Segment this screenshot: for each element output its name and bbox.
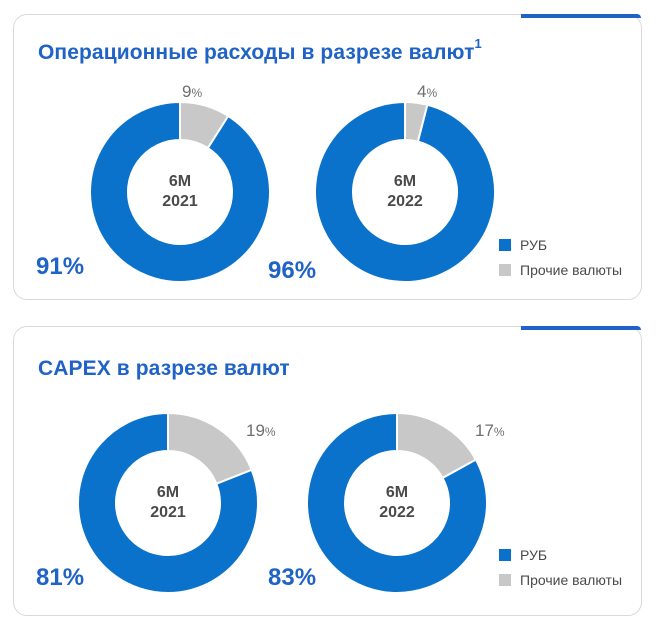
capex-title: CAPEX в разрезе валют	[38, 357, 290, 381]
legend-item-other: Прочие валюты	[499, 570, 622, 590]
legend-swatch-rub	[499, 549, 511, 561]
legend-item-rub: РУБ	[499, 545, 622, 565]
opex-2021-other-pct: 9%	[182, 82, 203, 101]
capex-2022-other-pct: 17%	[475, 421, 505, 440]
rub-slice	[307, 413, 487, 593]
legend-label-rub: РУБ	[520, 547, 548, 563]
legend-label-other: Прочие валюты	[520, 572, 623, 588]
opex-2022-other-pct: 4%	[417, 82, 438, 101]
legend-swatch-other	[499, 264, 511, 276]
other-slice	[167, 413, 253, 486]
capex-2022-rub-pct: 83%	[268, 564, 317, 591]
capex-panel: CAPEX в разрезе валют 6М 2021 81% 19% 6М 2…	[13, 326, 642, 616]
panel-accent-bar	[521, 326, 641, 330]
opex-panel: Операционные расходы в разрезе валют1 6М…	[13, 14, 642, 300]
legend-item-other: Прочие валюты	[499, 260, 622, 280]
capex-title-text: CAPEX в разрезе валют	[38, 357, 290, 380]
opex-2021-donut	[90, 102, 270, 282]
capex-2021-other-pct: 19%	[246, 421, 276, 440]
capex-2022-donut	[307, 413, 487, 593]
rub-slice	[78, 413, 258, 593]
capex-2021-center-label: 6М 2021	[150, 484, 186, 521]
legend-swatch-other	[499, 574, 511, 586]
legend-swatch-rub	[499, 239, 511, 251]
rub-slice	[90, 102, 270, 282]
opex-title-text: Операционные расходы в разрезе валют	[38, 41, 475, 64]
rub-slice	[315, 102, 495, 282]
legend-label-other: Прочие валюты	[520, 262, 623, 278]
legend-item-rub: РУБ	[499, 235, 622, 255]
capex-2021-rub-pct: 81%	[36, 564, 85, 591]
opex-2021-rub-pct: 91%	[36, 253, 85, 280]
opex-title-footnote: 1	[474, 36, 482, 51]
opex-2022-donut	[315, 102, 495, 282]
opex-2022-center-label: 6М 2022	[387, 173, 423, 210]
legend-label-rub: РУБ	[520, 237, 548, 253]
opex-2022-rub-pct: 96%	[268, 257, 317, 284]
opex-2021-center-label: 6М 2021	[162, 173, 198, 210]
capex-legend: РУБ Прочие валюты	[499, 545, 622, 595]
capex-2022-center-label: 6М 2022	[379, 484, 415, 521]
opex-title: Операционные расходы в разрезе валют1	[38, 36, 482, 65]
panel-accent-bar	[521, 14, 641, 18]
capex-2021-donut	[78, 413, 258, 593]
opex-legend: РУБ Прочие валюты	[499, 235, 622, 285]
